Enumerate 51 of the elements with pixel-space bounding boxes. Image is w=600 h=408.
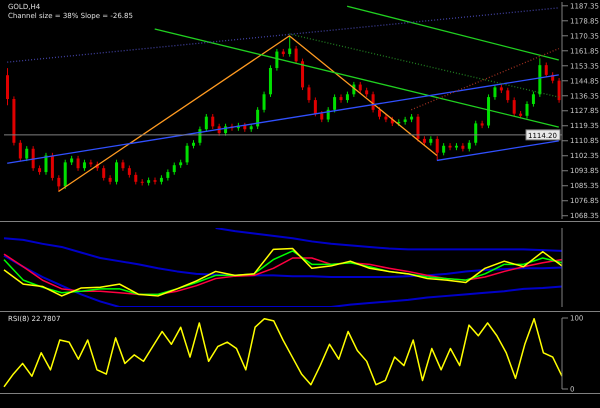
- candlestick: [76, 155, 80, 172]
- candlestick: [416, 114, 420, 142]
- candlestick: [115, 159, 118, 185]
- candlestick: [18, 140, 22, 162]
- candlestick: [166, 168, 170, 182]
- candlestick: [121, 159, 124, 172]
- candlestick: [50, 152, 54, 182]
- candlestick: [474, 120, 478, 146]
- candlestick: [358, 81, 362, 94]
- candlestick: [532, 91, 535, 108]
- candlestick: [160, 174, 163, 185]
- candlestick: [134, 172, 138, 185]
- candlestick: [256, 106, 260, 130]
- candlestick: [25, 146, 28, 162]
- candlestick: [44, 152, 48, 176]
- candlestick: [128, 165, 131, 178]
- candlestick: [262, 91, 266, 113]
- candlestick: [320, 110, 324, 123]
- candlestick: [38, 165, 42, 176]
- candlestick: [102, 165, 106, 182]
- candlestick: [204, 114, 208, 132]
- candlestick: [314, 96, 317, 117]
- candlestick: [288, 35, 292, 58]
- candlestick: [526, 100, 529, 119]
- candlestick: [294, 45, 298, 64]
- candlestick: [186, 142, 189, 166]
- candlestick: [333, 94, 336, 113]
- candlestick: [211, 114, 214, 130]
- candlestick: [422, 136, 426, 146]
- candlestick: [57, 174, 60, 192]
- candlestick: [108, 174, 112, 185]
- candlestick: [442, 142, 446, 156]
- candlestick: [346, 91, 349, 104]
- candlestick: [544, 62, 548, 78]
- candlestick: [307, 84, 310, 104]
- candlestick: [429, 136, 432, 146]
- candlestick: [378, 106, 381, 120]
- candlestick: [512, 96, 516, 117]
- candlestick: [6, 68, 9, 106]
- candlestick: [32, 146, 35, 172]
- candlestick: [82, 159, 86, 172]
- candlestick: [468, 140, 471, 152]
- candlestick: [275, 48, 278, 72]
- candlestick: [365, 87, 368, 98]
- candlestick: [493, 84, 496, 100]
- candlestick: [558, 78, 561, 104]
- candlestick: [436, 136, 439, 161]
- candlestick: [64, 159, 67, 190]
- candlestick: [172, 162, 176, 176]
- candlestick: [506, 87, 510, 104]
- candlestick: [70, 155, 74, 166]
